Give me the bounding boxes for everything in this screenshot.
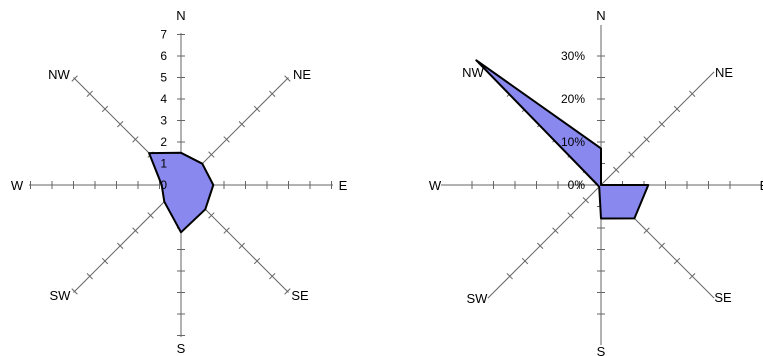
right-axis-ne bbox=[600, 71, 715, 186]
left-axis-tick bbox=[86, 273, 93, 280]
right-axis-tick bbox=[689, 90, 696, 97]
left-rose-polygon bbox=[148, 151, 215, 234]
right-axis-tick bbox=[689, 273, 696, 280]
left-axis-tick bbox=[101, 105, 109, 113]
left-radial-tick-label: 1 bbox=[160, 157, 167, 171]
right-axis-tick bbox=[643, 136, 650, 143]
right-axis-tick bbox=[658, 242, 665, 249]
left-direction-label-e: E bbox=[339, 178, 348, 193]
right-axis-tick bbox=[673, 105, 681, 113]
right-direction-label-sw: SW bbox=[467, 291, 489, 306]
left-axis-tick bbox=[253, 257, 261, 265]
left-direction-label-nw: NW bbox=[48, 67, 70, 82]
right-direction-label-w: W bbox=[429, 178, 442, 193]
left-radial-tick-label: 6 bbox=[160, 49, 167, 63]
left-axis-tick bbox=[208, 151, 215, 158]
right-rose-polygon bbox=[475, 59, 650, 220]
right-direction-label-e: E bbox=[760, 178, 763, 193]
right-axis-tick bbox=[506, 273, 513, 280]
left-radial-tick-label: 3 bbox=[160, 114, 167, 128]
left-axis-tick bbox=[132, 227, 139, 234]
left-axis-tick bbox=[117, 121, 124, 128]
left-axis-tick bbox=[284, 288, 291, 295]
left-direction-label-ne: NE bbox=[293, 67, 311, 82]
left-axis-tick bbox=[71, 288, 78, 295]
left-radial-tick-label: 5 bbox=[160, 71, 167, 85]
left-direction-label-n: N bbox=[176, 8, 185, 23]
right-axis-tick bbox=[521, 257, 529, 265]
left-radial-tick-label: 0 bbox=[160, 178, 167, 192]
left-axis-tick bbox=[117, 242, 124, 249]
left-axis-tick bbox=[86, 90, 93, 97]
left-axis-tick bbox=[269, 273, 276, 280]
right-radial-tick-label: 10% bbox=[561, 135, 585, 149]
left-direction-label-se: SE bbox=[291, 288, 309, 303]
right-axis-tick bbox=[537, 242, 544, 249]
left-axis-tick bbox=[132, 136, 139, 143]
right-axis-tick bbox=[628, 151, 635, 158]
left-axis-tick bbox=[269, 90, 276, 97]
right-axis-tick bbox=[582, 197, 589, 204]
right-axis-tick bbox=[613, 166, 620, 173]
right-direction-label-nw: NW bbox=[462, 65, 484, 80]
left-radial-tick-label: 2 bbox=[160, 135, 167, 149]
right-axis-tick bbox=[673, 257, 681, 265]
left-axis-tick bbox=[223, 227, 230, 234]
left-axis-tick bbox=[208, 212, 215, 219]
left-axis-tick bbox=[101, 257, 109, 265]
right-direction-label-s: S bbox=[597, 344, 606, 356]
left-axis-tick bbox=[284, 75, 291, 82]
right-axis-sw bbox=[487, 184, 602, 299]
left-axis-tick bbox=[71, 75, 78, 82]
right-direction-label-ne: NE bbox=[715, 65, 733, 80]
right-radial-tick-label: 0% bbox=[568, 178, 586, 192]
left-radial-tick-label: 4 bbox=[160, 92, 167, 106]
left-radial-tick-label: 7 bbox=[160, 28, 167, 42]
left-direction-label-s: S bbox=[177, 341, 186, 356]
right-direction-label-se: SE bbox=[714, 290, 732, 305]
left-direction-label-sw: SW bbox=[50, 288, 72, 303]
right-direction-label-n: N bbox=[596, 8, 605, 23]
right-axis-tick bbox=[643, 227, 650, 234]
left-axis-tick bbox=[238, 121, 245, 128]
right-axis-tick bbox=[552, 227, 559, 234]
left-axis-sw bbox=[73, 184, 182, 293]
right-axis-tick bbox=[567, 212, 574, 219]
left-direction-label-w: W bbox=[11, 178, 24, 193]
right-radial-tick-label: 20% bbox=[561, 92, 585, 106]
left-axis-tick bbox=[223, 136, 230, 143]
left-axis-tick bbox=[147, 212, 154, 219]
right-radial-tick-label: 30% bbox=[561, 49, 585, 63]
left-axis-tick bbox=[238, 242, 245, 249]
right-axis-tick bbox=[658, 121, 665, 128]
left-axis-tick bbox=[253, 105, 261, 113]
